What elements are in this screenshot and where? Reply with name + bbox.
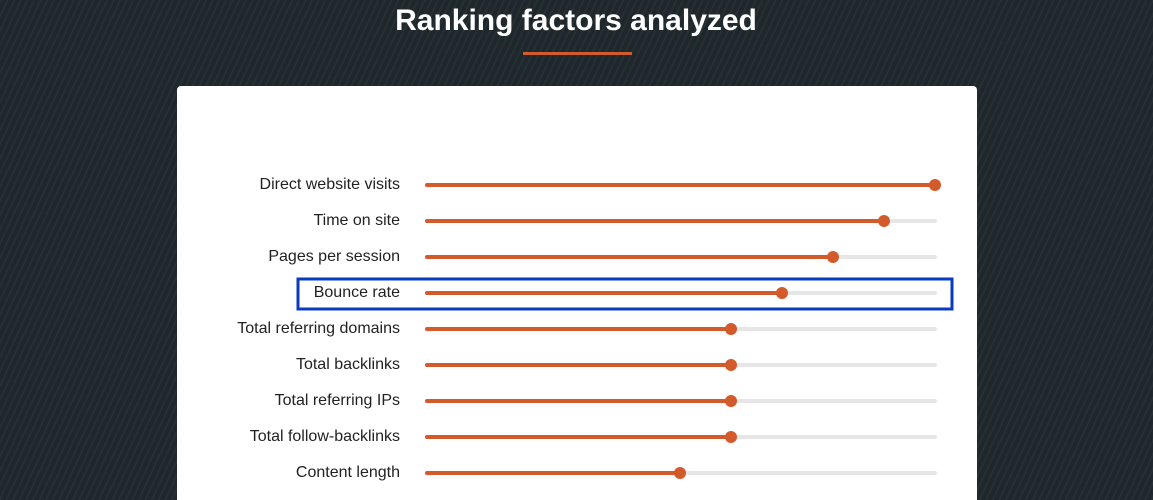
bar-handle	[725, 323, 737, 335]
category-label: Total follow-backlinks	[250, 428, 400, 445]
chart-title: Ranking factors analyzed	[395, 4, 757, 37]
category-label: Pages per session	[268, 248, 400, 265]
bar	[425, 255, 833, 259]
bar	[425, 363, 731, 367]
bar	[425, 291, 782, 295]
bar	[425, 435, 731, 439]
bar	[425, 219, 884, 223]
bar	[425, 327, 731, 331]
category-label: Direct website visits	[260, 176, 400, 193]
category-label: Total backlinks	[296, 356, 400, 373]
bar	[425, 183, 935, 187]
title-underline	[523, 52, 632, 55]
bar-handle	[725, 431, 737, 443]
bar	[425, 471, 680, 475]
highlight-box	[296, 277, 954, 311]
category-label: Time on site	[313, 212, 400, 229]
bar-handle	[827, 251, 839, 263]
category-label: Content length	[296, 464, 400, 481]
bar-handle	[674, 467, 686, 479]
bar-handle	[878, 215, 890, 227]
category-label: Total referring IPs	[275, 392, 400, 409]
bar-handle	[929, 179, 941, 191]
bar	[425, 399, 731, 403]
bar-handle	[725, 359, 737, 371]
category-label: Total referring domains	[237, 320, 400, 337]
bar-handle	[725, 395, 737, 407]
category-label: Bounce rate	[314, 284, 400, 301]
bar-handle	[776, 287, 788, 299]
